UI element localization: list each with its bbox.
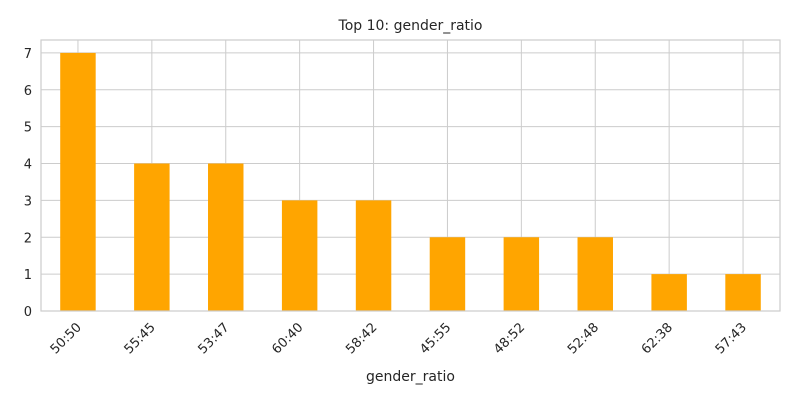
x-tick-label: 60:40 <box>269 320 306 357</box>
bar-45-55 <box>429 237 466 311</box>
y-tick-label: 1 <box>24 268 32 283</box>
y-tick-label: 5 <box>24 121 32 136</box>
bar-48-52 <box>503 237 540 311</box>
x-tick-label: 58:42 <box>343 320 380 357</box>
y-tick-labels: 0 1 2 3 4 5 6 7 <box>24 47 32 320</box>
bar-57-43 <box>725 274 761 311</box>
y-tick-label: 0 <box>24 305 32 320</box>
x-tick-label: 52:48 <box>565 320 602 357</box>
plot-frame <box>40 39 781 312</box>
y-tick-label: 3 <box>24 194 32 209</box>
bar-62-38 <box>651 274 687 311</box>
bar-55-45 <box>134 163 170 311</box>
x-tick-label: 62:38 <box>639 320 676 357</box>
x-tick-label: 50:50 <box>48 320 85 357</box>
bar-53-47 <box>208 163 244 311</box>
x-tick-label: 48:52 <box>491 320 528 357</box>
x-tick-label: 57:43 <box>713 320 750 357</box>
y-tick-label: 2 <box>24 231 32 246</box>
chart-title: Top 10: gender_ratio <box>338 18 483 34</box>
y-tick-label: 6 <box>24 84 32 99</box>
bar-50-50 <box>60 52 96 312</box>
bar-52-48 <box>577 237 613 311</box>
x-tick-label: 53:47 <box>195 320 232 357</box>
bar-60-40 <box>281 200 318 311</box>
y-tick-label: 4 <box>24 158 32 173</box>
bars-layer <box>60 52 761 312</box>
x-axis-label: gender_ratio <box>366 369 455 385</box>
bar-58-42 <box>355 200 392 311</box>
x-tick-label: 45:55 <box>417 320 454 357</box>
x-tick-label: 55:45 <box>122 320 159 357</box>
x-tick-labels: 50:50 55:45 53:47 60:40 58:42 45:55 48:52 52:48… <box>48 320 750 357</box>
y-tick-label: 7 <box>24 47 32 62</box>
